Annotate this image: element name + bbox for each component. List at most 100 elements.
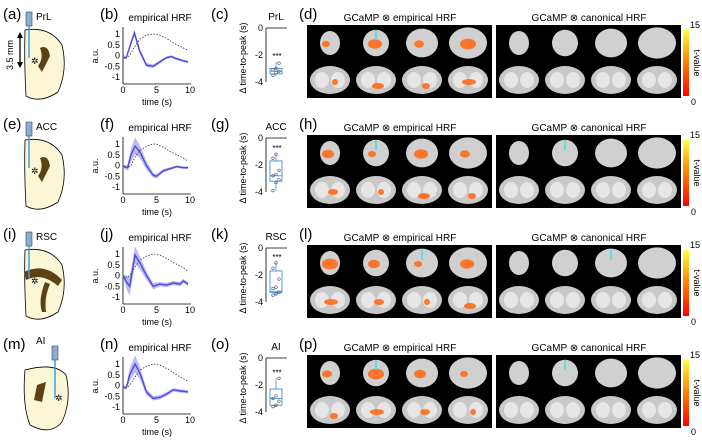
activation-cluster bbox=[414, 149, 428, 159]
data-point bbox=[271, 293, 275, 297]
panel-row-acc: (e) (f) (g) (h)✲ACC empirical HRF10.50-0.5-1… bbox=[3, 116, 702, 217]
colorbar-min: 0 bbox=[691, 317, 696, 327]
colorbar: 15 0 t-value bbox=[683, 130, 702, 217]
brain-slice-detail bbox=[658, 292, 672, 308]
y-tick-label: 0 bbox=[258, 133, 263, 143]
activation-cluster bbox=[464, 303, 476, 309]
y-axis-label: Δ time-to-peak (s) bbox=[238, 22, 248, 93]
fiber-probe-icon bbox=[25, 121, 33, 137]
data-point bbox=[274, 152, 278, 156]
recording-site-icon: ✲ bbox=[31, 56, 39, 66]
brain-slice-detail bbox=[453, 292, 467, 308]
brain-montage-empirical: GCaMP ⊗ empirical HRF bbox=[307, 123, 492, 208]
data-point bbox=[274, 394, 278, 398]
data-point bbox=[274, 66, 278, 71]
brain-montage-canonical: GCaMP ⊗ canonical HRF bbox=[496, 233, 681, 318]
colorbar-label: t-value bbox=[692, 269, 702, 296]
panel-label: (k) bbox=[211, 226, 229, 243]
x-tick-label: 5 bbox=[154, 305, 159, 315]
x-tick-label: 10 bbox=[185, 85, 195, 95]
brain-slice-detail bbox=[315, 72, 329, 88]
brain-schematic: ✲ PrL 3.5 mm bbox=[5, 11, 65, 100]
brain-slice bbox=[638, 247, 676, 279]
activation-cluster bbox=[330, 413, 338, 419]
brain-slice bbox=[363, 139, 389, 167]
montage-title: GCaMP ⊗ empirical HRF bbox=[344, 13, 457, 24]
activation-cluster bbox=[460, 371, 468, 377]
activation-cluster bbox=[322, 258, 338, 270]
data-point bbox=[277, 69, 281, 73]
brain-slice bbox=[406, 248, 438, 278]
panel-label: (g) bbox=[211, 116, 229, 133]
activation-cluster bbox=[370, 409, 384, 415]
y-tick-label: 0 bbox=[115, 161, 120, 171]
y-axis-label: a.u. bbox=[90, 378, 100, 393]
panel-label: (h) bbox=[299, 116, 317, 133]
panel-label: (p) bbox=[299, 336, 317, 353]
activation-cluster bbox=[368, 259, 380, 269]
colorbar-min: 0 bbox=[691, 427, 696, 437]
ventricle-shape bbox=[38, 47, 50, 72]
panel-label: (f) bbox=[100, 116, 114, 133]
brain-slice-detail bbox=[550, 292, 564, 308]
brain-slice-detail bbox=[453, 182, 467, 198]
y-tick-label: -0.5 bbox=[104, 391, 120, 401]
brain-slice-detail bbox=[612, 182, 626, 198]
panel-label: (i) bbox=[3, 226, 16, 243]
recording-site-icon: ✲ bbox=[55, 393, 63, 403]
brain-slice-detail bbox=[642, 72, 656, 88]
ventricle-shape bbox=[34, 382, 46, 402]
data-point bbox=[277, 61, 281, 65]
brain-slice-detail bbox=[596, 402, 610, 418]
y-axis-label: a.u. bbox=[90, 48, 100, 63]
brain-slice-detail bbox=[504, 182, 518, 198]
x-tick-label: 0 bbox=[120, 305, 125, 315]
brain-slice bbox=[320, 31, 340, 55]
x-axis-label: time (s) bbox=[142, 97, 172, 107]
brain-slice-detail bbox=[520, 72, 534, 88]
x-tick-label: 10 bbox=[185, 305, 195, 315]
activation-cluster bbox=[322, 41, 330, 47]
activation-cluster bbox=[462, 79, 476, 85]
colorbar-gradient bbox=[683, 250, 689, 316]
y-axis-label: Δ time-to-peak (s) bbox=[238, 132, 248, 203]
panel-label: (l) bbox=[299, 226, 312, 243]
data-point bbox=[274, 180, 278, 185]
brain-schematic: ✲ AI bbox=[23, 336, 69, 431]
y-tick-label: 0 bbox=[258, 353, 263, 363]
brain-slice bbox=[595, 358, 627, 388]
activation-cluster bbox=[324, 299, 338, 305]
y-tick-label: -1 bbox=[112, 402, 120, 412]
y-tick-label: 0 bbox=[115, 51, 120, 61]
data-point bbox=[274, 261, 278, 265]
data-point bbox=[271, 189, 275, 193]
data-point bbox=[274, 70, 278, 75]
y-axis-label: a.u. bbox=[90, 158, 100, 173]
y-tick-label: 0 bbox=[115, 271, 120, 281]
y-tick-label: -4 bbox=[255, 77, 263, 87]
y-tick-label: 0.5 bbox=[107, 370, 120, 380]
panel-label: (n) bbox=[100, 336, 118, 353]
fiber-probe-icon bbox=[25, 231, 33, 247]
montage-title: GCaMP ⊗ empirical HRF bbox=[344, 233, 457, 244]
chart-title: empirical HRF bbox=[128, 123, 191, 134]
data-point bbox=[271, 396, 275, 401]
brain-schematic: ✲ ACC bbox=[24, 121, 65, 210]
panel-label: (m) bbox=[3, 336, 26, 353]
colorbar-max: 15 bbox=[690, 240, 700, 250]
y-tick-label: -4 bbox=[255, 407, 263, 417]
y-tick-label: -1 bbox=[112, 182, 120, 192]
brain-slice-detail bbox=[407, 72, 421, 88]
activation-cluster bbox=[414, 369, 426, 379]
brain-slice-detail bbox=[612, 292, 626, 308]
brain-slice-detail bbox=[550, 72, 564, 88]
scale-label: 3.5 mm bbox=[5, 40, 15, 70]
brain-slice-detail bbox=[407, 402, 421, 418]
colorbar-gradient bbox=[683, 360, 689, 426]
data-point bbox=[271, 68, 275, 72]
brain-slice-detail bbox=[566, 402, 580, 418]
